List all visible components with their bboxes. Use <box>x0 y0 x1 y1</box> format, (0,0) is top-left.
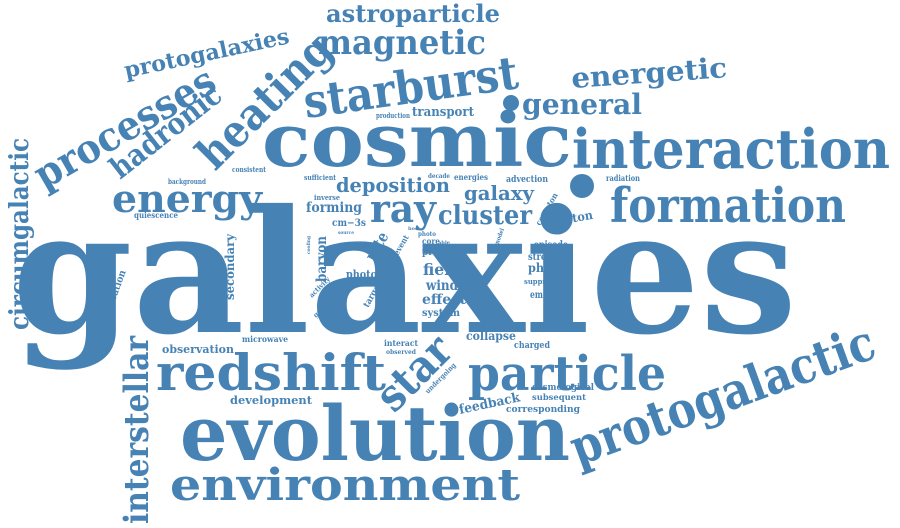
word-system: system <box>422 308 460 319</box>
word-advection: advection <box>506 175 548 185</box>
word-radiation: radiation <box>606 173 640 183</box>
word-ism: ism <box>448 250 459 256</box>
word-suppress: suppress <box>524 277 558 286</box>
word-photon: photon <box>346 268 384 281</box>
word-decade: decade <box>428 173 450 180</box>
word-quiescence: quiescence <box>134 210 178 220</box>
word-baryon: baryon <box>314 236 330 282</box>
word-charged: charged <box>514 341 551 351</box>
word-cluster: cluster <box>438 201 532 231</box>
word-energies: energies <box>454 172 488 182</box>
word-formation: formation <box>610 178 846 234</box>
word-physic: physic <box>528 261 568 275</box>
word-environment: environment <box>170 460 521 511</box>
word-episode: episode <box>534 240 568 251</box>
word-forming: forming <box>306 200 362 216</box>
word-observation: observation <box>162 343 234 356</box>
word-collapse: collapse <box>466 329 516 343</box>
word-astroparticle: astroparticle <box>326 0 500 28</box>
word-transport: transport <box>412 105 474 120</box>
word-interact: interact <box>384 338 418 348</box>
word-magnetic: magnetic <box>318 23 486 63</box>
word-cooling: cooling <box>306 236 312 254</box>
word-observed: observed <box>386 349 417 356</box>
word-photo: photo <box>418 231 436 238</box>
word-power: power <box>382 267 399 274</box>
word-general: general <box>522 88 642 121</box>
word-secondary: secondary <box>223 233 237 300</box>
word-effect: effect <box>422 292 467 308</box>
word-pion: pion <box>422 247 445 258</box>
word-strength: strength <box>528 252 569 263</box>
word-violent: violent <box>461 284 482 291</box>
word-development: development <box>230 394 313 407</box>
word-consistent: consistent <box>232 165 267 174</box>
word-microwave: microwave <box>242 334 288 344</box>
word-cm3s: cm−3s <box>332 218 366 229</box>
word-field: field <box>423 260 461 279</box>
word-interaction: interaction <box>572 117 890 181</box>
word-host: host <box>408 226 421 232</box>
word-production: production <box>376 111 410 120</box>
word-emission: emission <box>530 290 569 301</box>
word-interstellar: interstellar <box>117 335 157 524</box>
word-corresponding: corresponding <box>506 405 581 415</box>
word-source: source <box>338 230 354 236</box>
word-able: able <box>438 240 450 246</box>
word-sufficient: sufficient <box>304 173 337 182</box>
word-circumgalactic: circumgalactic <box>5 138 35 330</box>
word-background: background <box>168 177 206 186</box>
word-subsequent: subsequent <box>532 392 586 402</box>
word-inflow: inflow <box>462 275 479 282</box>
word-inverse: inverse <box>314 193 340 202</box>
